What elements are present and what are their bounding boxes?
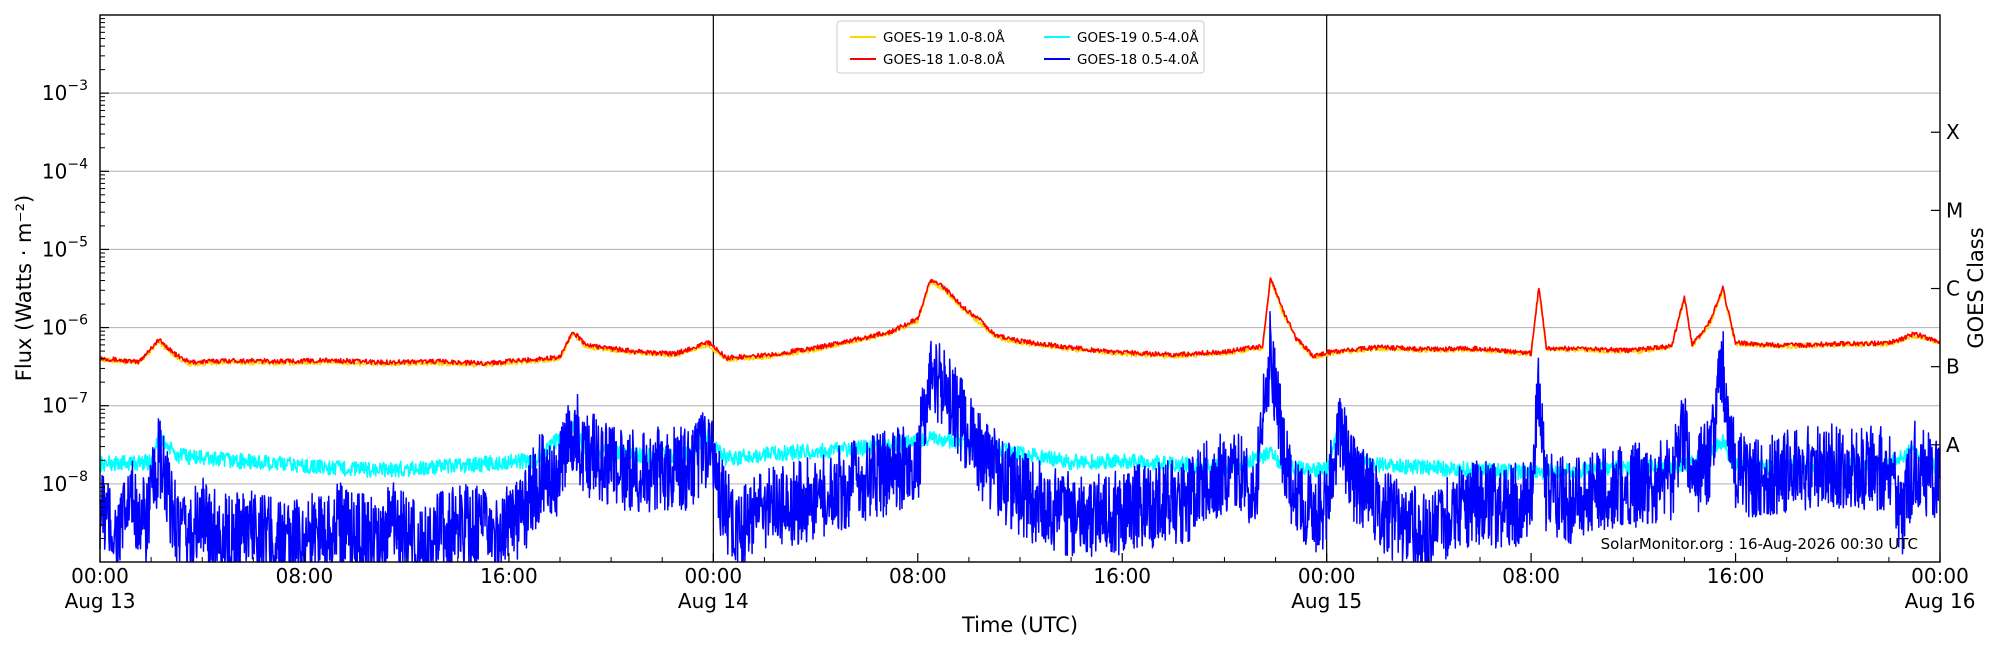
- legend-label: GOES-19 1.0-8.0Å: [883, 29, 1005, 46]
- legend-items: GOES-19 1.0-8.0Å GOES-18 1.0-8.0Å GOES-19 …: [850, 29, 1199, 68]
- y-tick-label: 10−4: [42, 156, 88, 183]
- legend-label: GOES-18 1.0-8.0Å: [883, 51, 1005, 68]
- x-axis-label: Time (UTC): [961, 613, 1078, 637]
- data-series: [99, 276, 1941, 563]
- legend-label: GOES-18 0.5-4.0Å: [1077, 51, 1199, 68]
- y-tick-labels: 10−8 10−7 10−6 10−5 10−4 10−3: [42, 78, 88, 496]
- legend: GOES-19 1.0-8.0Å GOES-18 1.0-8.0Å GOES-19 …: [836, 20, 1205, 74]
- goes-class-b: B: [1946, 355, 1960, 379]
- x-tick-date-label: Aug 14: [678, 589, 749, 613]
- series-line-2: [99, 277, 1941, 367]
- x-tick-date-label: Aug 15: [1291, 589, 1362, 613]
- y-tick-label: 10−5: [42, 234, 88, 261]
- series-line-4: [99, 311, 1941, 563]
- goes-class-m: M: [1946, 198, 1963, 222]
- x-tick-time-label: 00:00: [1911, 564, 1969, 588]
- y-tick-label: 10−6: [42, 313, 88, 340]
- goes-class-c: C: [1946, 277, 1960, 301]
- y-axis-label: Flux (Watts · m⁻²): [12, 195, 36, 381]
- y-tick-label: 10−7: [42, 391, 88, 418]
- x-tick-date-label: Aug 13: [65, 589, 136, 613]
- x-tick-time-label: 00:00: [71, 564, 129, 588]
- grid-lines: [100, 92, 1940, 485]
- x-tick-date-label: Aug 16: [1905, 589, 1976, 613]
- y2-axis-label: GOES Class: [1964, 227, 1988, 348]
- x-tick-time-label: 16:00: [480, 564, 538, 588]
- x-tick-time-label: 08:00: [1502, 564, 1560, 588]
- x-tick-time-label: 16:00: [1707, 564, 1765, 588]
- x-tick-time-label: 00:00: [1298, 564, 1356, 588]
- x-tick-time-label: 08:00: [889, 564, 947, 588]
- x-tick-time-label: 00:00: [685, 564, 743, 588]
- axis-ticks: [99, 18, 1941, 562]
- y-tick-label: 10−3: [42, 78, 88, 105]
- legend-label: GOES-19 0.5-4.0Å: [1077, 29, 1199, 46]
- goes-class-a: A: [1946, 433, 1960, 457]
- series-line-1: [99, 276, 1941, 368]
- y-tick-label: 10−8: [42, 469, 88, 496]
- footer-credit: SolarMonitor.org : 16-Aug-2026 00:30 UTC: [1601, 535, 1918, 553]
- goes-class-labels: A B C M X: [1946, 120, 1963, 457]
- goes-class-x: X: [1946, 120, 1960, 144]
- x-tick-time-label: 08:00: [276, 564, 334, 588]
- x-tick-time-label: 16:00: [1093, 564, 1151, 588]
- legend-box: [836, 20, 1205, 74]
